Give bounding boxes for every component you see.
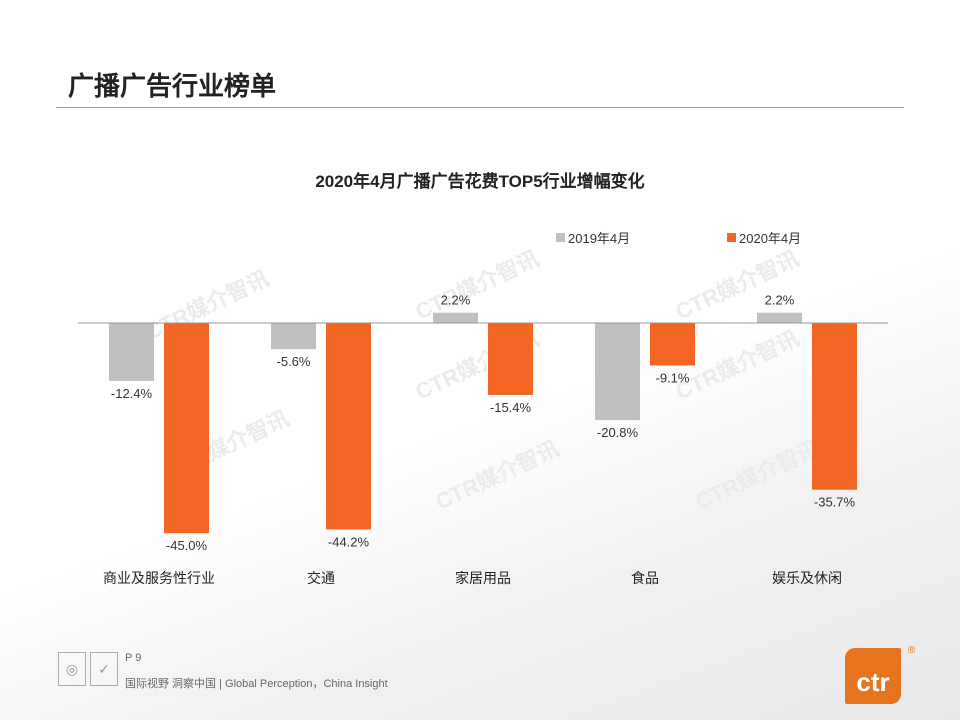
data-label: 2.2% [765,293,795,308]
slogan: 国际视野 洞察中国 | Global Perception，China Insi… [125,678,388,690]
category-label: 食品 [631,570,659,586]
data-label: -35.7% [814,495,856,510]
bar-2019 [109,323,154,381]
page-number: P 9 [125,652,142,664]
bar-2019 [433,312,478,323]
bar-2019 [271,323,316,350]
bar-2019 [757,312,802,323]
category-label: 家居用品 [455,570,511,586]
category-label: 娱乐及休闲 [772,570,842,586]
chart-title: 2020年4月广播广告花费TOP5行业增幅变化 [315,171,644,191]
data-label: -15.4% [490,400,532,415]
watermark-text: CTR媒介智讯 [692,436,823,515]
data-label: -9.1% [656,370,690,385]
bar-2020 [164,323,209,534]
data-label: -20.8% [597,425,639,440]
watermark-text: CTR媒介智讯 [432,436,563,515]
bar-2020 [488,323,533,395]
watermark-text: CTR媒介智讯 [412,246,543,325]
ctr-logo: ctr [845,648,901,704]
ukas-badge-icon: ✓ [90,652,118,686]
legend-swatch-2019 [556,233,565,242]
data-label: -12.4% [111,386,153,401]
legend-label-2020: 2020年4月 [739,231,801,246]
bar-2020 [812,323,857,490]
legend-swatch-2020 [727,233,736,242]
category-label: 交通 [307,570,335,586]
legend-label-2019: 2019年4月 [568,231,630,246]
sgs-badge-icon: ◎ [58,652,86,686]
data-label: -5.6% [277,354,311,369]
title-divider [56,107,904,108]
legend: 2019年4月 2020年4月 [556,231,801,246]
registered-icon: ® [908,645,916,656]
category-label: 商业及服务性行业 [103,570,215,586]
certification-badges: ◎ ✓ [58,652,118,686]
data-label: 2.2% [441,293,471,308]
bar-2019 [595,323,640,421]
page-title: 广播广告行业榜单 [68,71,277,101]
bar-2020 [326,323,371,530]
data-label: -45.0% [166,538,208,553]
data-label: -44.2% [328,534,370,549]
bar-2020 [650,323,695,366]
watermark-text: CTR媒介智讯 [672,246,803,325]
